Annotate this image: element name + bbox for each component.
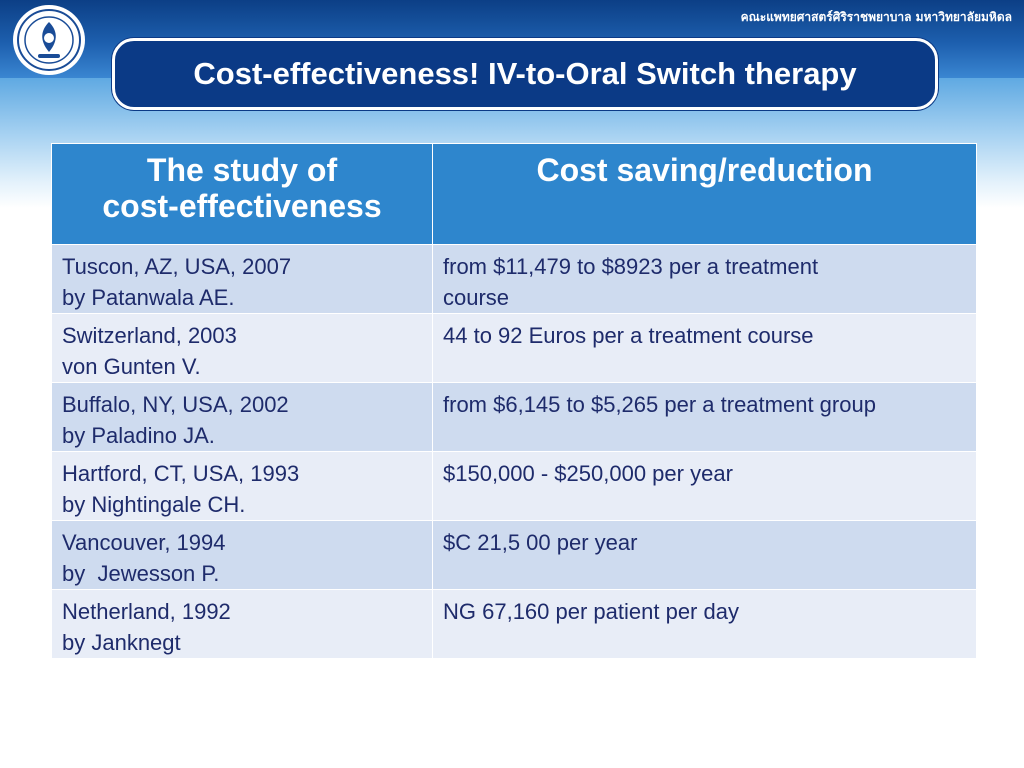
- header-line: Cost saving/reduction: [536, 152, 873, 188]
- study-author: by Jewesson P.: [62, 561, 220, 586]
- study-location: Hartford, CT, USA, 1993: [62, 461, 300, 486]
- saving-text: $C 21,5 00 per year: [443, 530, 638, 555]
- table-row: Netherland, 1992 by Janknegt NG 67,160 p…: [51, 589, 977, 659]
- header-line: cost-effectiveness: [102, 188, 382, 224]
- study-location: Tuscon, AZ, USA, 2007: [62, 254, 292, 279]
- saving-text: from $6,145 to $5,265 per a treatment gr…: [443, 392, 876, 417]
- saving-cell: from $11,479 to $8923 per a treatment co…: [432, 244, 977, 314]
- table-row: Vancouver, 1994 by Jewesson P. $C 21,5 0…: [51, 520, 977, 590]
- study-location: Switzerland, 2003: [62, 323, 237, 348]
- saving-text: course: [443, 285, 510, 310]
- saving-text: NG 67,160 per patient per day: [443, 599, 739, 624]
- table-row: Buffalo, NY, USA, 2002 by Paladino JA. f…: [51, 382, 977, 452]
- study-author: by Patanwala AE.: [62, 285, 235, 310]
- saving-cell: 44 to 92 Euros per a treatment course: [432, 313, 977, 383]
- title-banner: Cost-effectiveness! IV-to-Oral Switch th…: [112, 38, 938, 110]
- study-cell: Netherland, 1992 by Janknegt: [51, 589, 433, 659]
- cost-effectiveness-table: The study of cost-effectiveness Cost sav…: [51, 143, 977, 659]
- study-cell: Vancouver, 1994 by Jewesson P.: [51, 520, 433, 590]
- study-cell: Buffalo, NY, USA, 2002 by Paladino JA.: [51, 382, 433, 452]
- header-line: The study of: [146, 152, 338, 188]
- saving-cell: $C 21,5 00 per year: [432, 520, 977, 590]
- study-author: by Janknegt: [62, 630, 181, 655]
- table-row: Switzerland, 2003 von Gunten V. 44 to 92…: [51, 313, 977, 383]
- column-header-cost-saving: Cost saving/reduction: [432, 143, 977, 245]
- study-location: Buffalo, NY, USA, 2002: [62, 392, 289, 417]
- saving-text: $150,000 - $250,000 per year: [443, 461, 733, 486]
- saving-text: 44 to 92 Euros per a treatment course: [443, 323, 814, 348]
- study-author: by Paladino JA.: [62, 423, 215, 448]
- page-title: Cost-effectiveness! IV-to-Oral Switch th…: [193, 56, 857, 91]
- faculty-name: คณะแพทยศาสตร์ศิริราชพยาบาล มหาวิทยาลัยมห…: [740, 10, 1012, 24]
- study-location: Vancouver, 1994: [62, 530, 226, 555]
- table-row: Tuscon, AZ, USA, 2007 by Patanwala AE. f…: [51, 244, 977, 314]
- table-header-row: The study of cost-effectiveness Cost sav…: [51, 143, 977, 245]
- saving-cell: NG 67,160 per patient per day: [432, 589, 977, 659]
- saving-cell: from $6,145 to $5,265 per a treatment gr…: [432, 382, 977, 452]
- study-cell: Tuscon, AZ, USA, 2007 by Patanwala AE.: [51, 244, 433, 314]
- study-author: von Gunten V.: [62, 354, 201, 379]
- study-author: by Nightingale CH.: [62, 492, 246, 517]
- study-cell: Hartford, CT, USA, 1993 by Nightingale C…: [51, 451, 433, 521]
- column-header-study: The study of cost-effectiveness: [51, 143, 433, 245]
- study-cell: Switzerland, 2003 von Gunten V.: [51, 313, 433, 383]
- saving-text: from $11,479 to $8923 per a treatment: [443, 254, 819, 279]
- university-seal-icon: [13, 5, 85, 75]
- study-location: Netherland, 1992: [62, 599, 231, 624]
- table-row: Hartford, CT, USA, 1993 by Nightingale C…: [51, 451, 977, 521]
- saving-cell: $150,000 - $250,000 per year: [432, 451, 977, 521]
